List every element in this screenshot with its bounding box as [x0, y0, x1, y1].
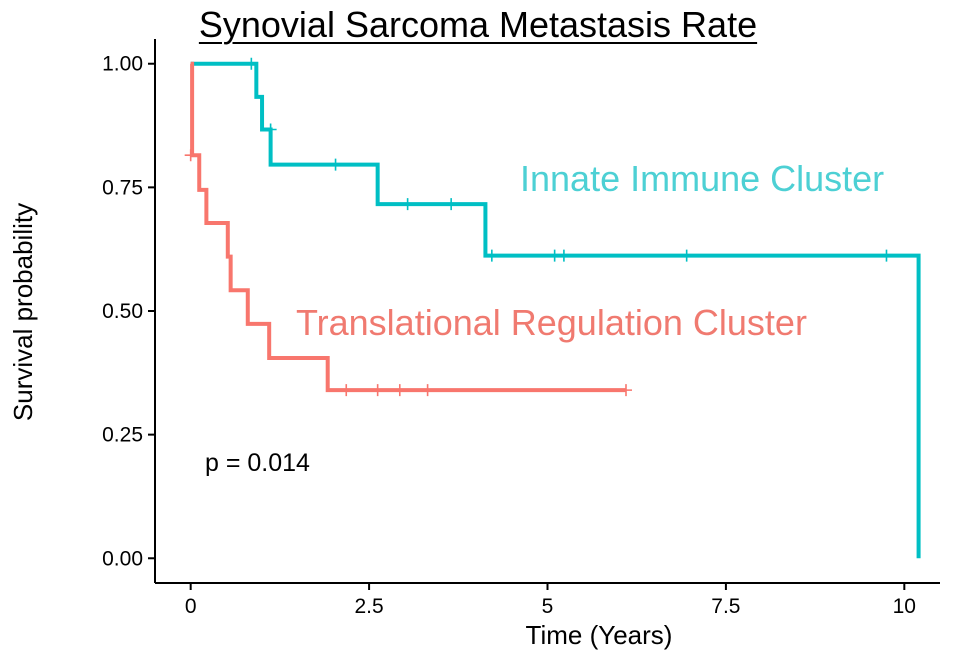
chart-title: Synovial Sarcoma Metastasis Rate	[198, 4, 758, 45]
censor-mark	[880, 249, 893, 262]
censor-mark	[401, 198, 414, 211]
censor-mark	[245, 57, 258, 70]
censor-mark	[445, 198, 458, 211]
censor-mark	[184, 149, 197, 162]
y-tick-label: 0.75	[102, 176, 143, 199]
censor-mark	[264, 123, 277, 136]
censor-mark	[340, 384, 353, 397]
censor-mark	[557, 249, 570, 262]
y-tick-label: 0.00	[102, 547, 143, 570]
y-axis-title: Survival probability	[8, 203, 38, 421]
series-group-0	[190, 57, 921, 559]
series-label-innate-immune: Innate Immune Cluster	[520, 158, 884, 199]
x-tick-label: 7.5	[711, 595, 740, 618]
series-label-translational-regulation: Translational Regulation Cluster	[296, 302, 807, 343]
x-tick-label: 5	[542, 595, 554, 618]
censor-mark	[680, 249, 693, 262]
x-axis-title: Time (Years)	[526, 620, 673, 650]
axes: 0 2.5 5 7.5 10 0.00 0.25 0.50 0.75 1.00	[102, 39, 940, 618]
censor-mark	[485, 249, 498, 262]
survival-curve	[190, 61, 921, 559]
censor-mark	[393, 384, 406, 397]
x-tick-label: 0	[185, 595, 197, 618]
series-group-1	[184, 61, 632, 397]
censor-mark	[329, 158, 342, 171]
x-tick-label: 10	[893, 595, 916, 618]
series-layer	[184, 57, 921, 559]
y-tick-label: 0.25	[102, 424, 143, 447]
x-tick-label: 2.5	[354, 595, 383, 618]
y-tick-label: 1.00	[102, 53, 143, 76]
labels: Time (Years) Survival probability p = 0.…	[8, 158, 884, 650]
censor-mark	[421, 384, 434, 397]
p-value-annotation: p = 0.014	[205, 449, 310, 477]
y-tick-label: 0.50	[102, 300, 143, 323]
survival-curve	[190, 61, 626, 393]
censor-mark	[371, 384, 384, 397]
censor-mark	[620, 384, 632, 397]
